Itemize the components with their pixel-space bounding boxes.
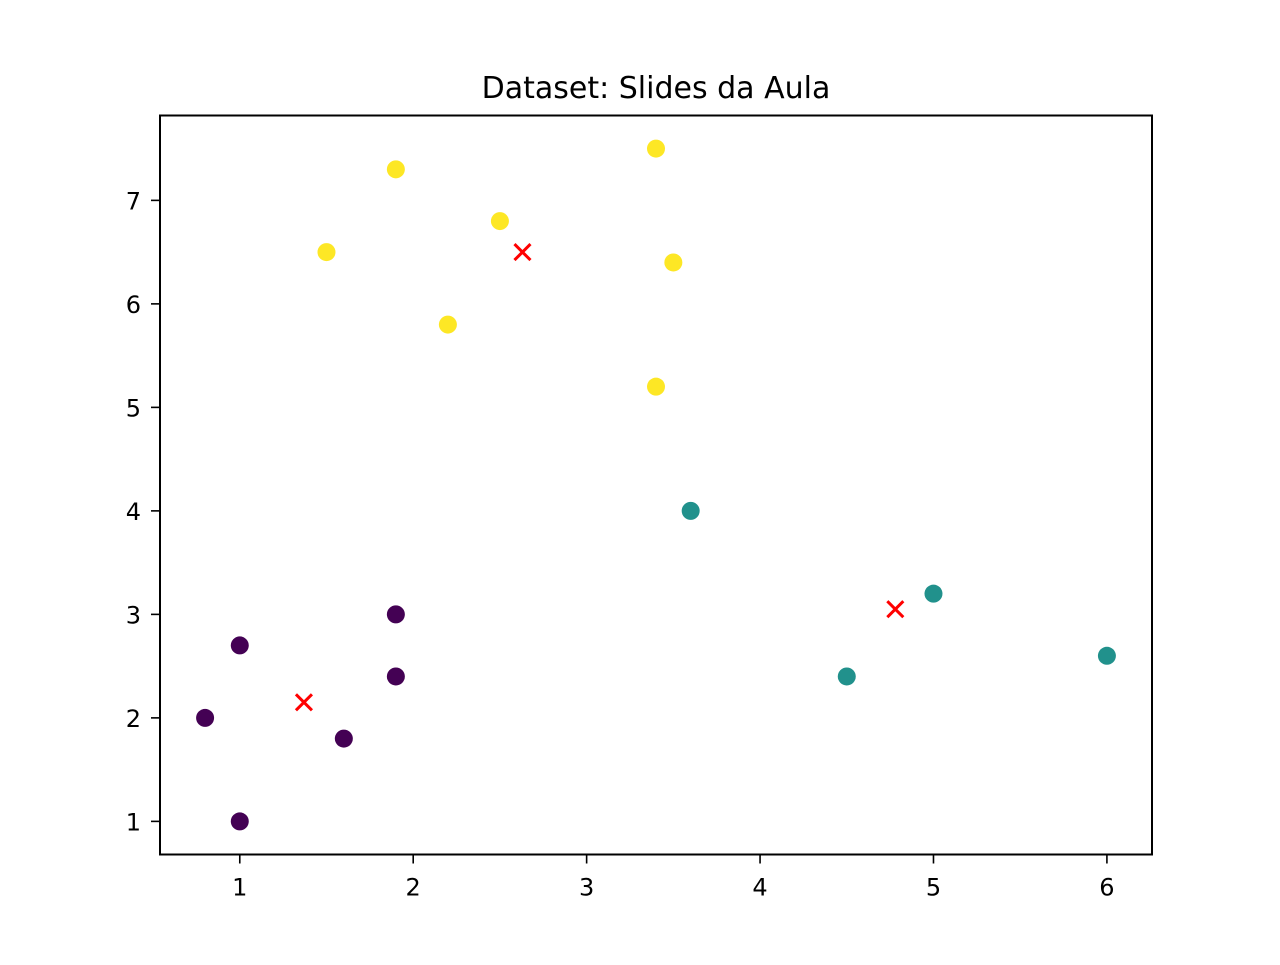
y-tick-label: 1 bbox=[126, 808, 141, 836]
scatter-point-cluster-1 bbox=[386, 605, 405, 624]
chart-title: Dataset: Slides da Aula bbox=[482, 71, 831, 106]
x-tick-label: 2 bbox=[406, 874, 421, 902]
scatter-point-cluster-1 bbox=[386, 667, 405, 686]
plot-marks bbox=[196, 139, 1116, 831]
scatter-point-cluster-3 bbox=[647, 139, 665, 158]
scatter-point-cluster-3 bbox=[647, 377, 665, 396]
centroid-stroke bbox=[294, 693, 314, 712]
y-tick-label: 2 bbox=[126, 705, 141, 733]
plot-frame bbox=[159, 114, 1153, 856]
x-tick-label: 3 bbox=[579, 874, 594, 902]
scatter-point-cluster-2 bbox=[837, 667, 856, 686]
scatter-point-cluster-2 bbox=[681, 501, 700, 520]
y-tick-label: 6 bbox=[126, 291, 141, 319]
y-tick-label: 4 bbox=[126, 498, 141, 526]
x-tick-label: 4 bbox=[752, 874, 767, 902]
centroid-marker bbox=[294, 693, 314, 712]
centroid-marker bbox=[886, 600, 905, 619]
scatter-point-cluster-2 bbox=[924, 584, 943, 603]
x-tick-label: 1 bbox=[232, 874, 247, 902]
y-tick-label: 5 bbox=[126, 394, 141, 422]
y-tick-label: 3 bbox=[126, 601, 141, 629]
centroid-stroke bbox=[513, 243, 532, 262]
scatter-point-cluster-1 bbox=[230, 812, 249, 831]
scatter-point-cluster-1 bbox=[230, 636, 249, 655]
scatter-point-cluster-3 bbox=[386, 160, 405, 179]
centroid-marker bbox=[513, 243, 532, 262]
scatter-point-cluster-3 bbox=[438, 315, 457, 334]
x-tick-label: 6 bbox=[1099, 874, 1114, 902]
scatter-point-cluster-2 bbox=[1097, 646, 1116, 665]
scatter-point-cluster-3 bbox=[317, 243, 336, 262]
centroid-stroke bbox=[886, 600, 905, 619]
x-tick-label: 5 bbox=[926, 874, 941, 902]
scatter-point-cluster-3 bbox=[664, 253, 683, 272]
scatter-point-cluster-1 bbox=[334, 729, 353, 748]
y-tick-label: 7 bbox=[126, 187, 141, 215]
scatter-point-cluster-3 bbox=[490, 212, 509, 231]
scatter-point-cluster-1 bbox=[196, 708, 215, 727]
axes: 1 2 3 4 5 6 1 2 3 4 5 6 7 bbox=[126, 187, 1115, 901]
